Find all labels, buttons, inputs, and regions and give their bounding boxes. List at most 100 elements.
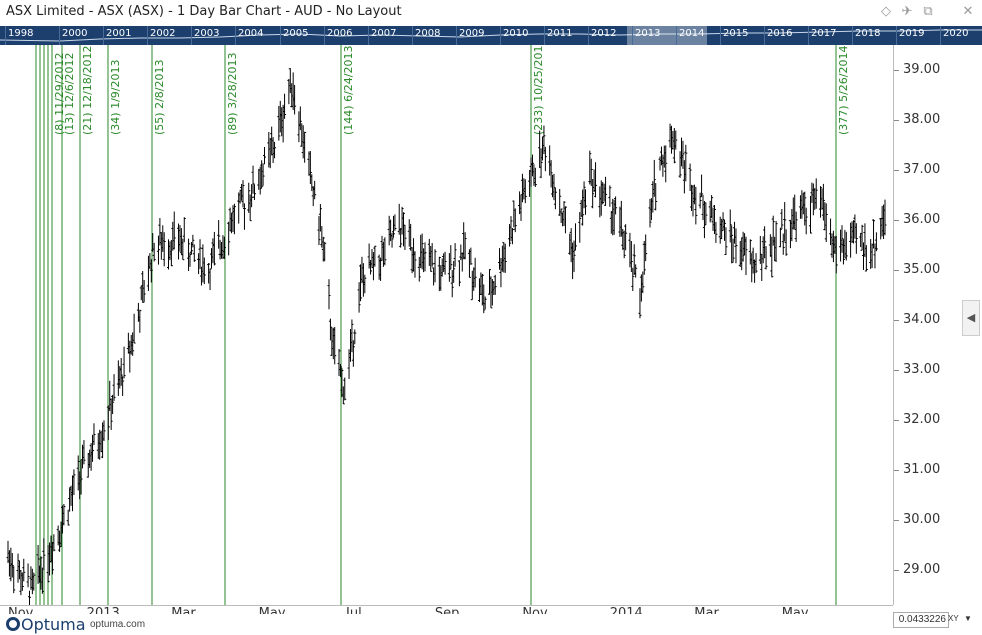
ohlc-bar — [632, 244, 636, 275]
price-tick-mark — [894, 420, 899, 421]
overview-year-label[interactable]: 2002 — [150, 28, 176, 39]
fib-time-label: (13) 12/6/2012 — [63, 53, 76, 135]
ohlc-bar — [714, 221, 718, 243]
fib-time-label: (144) 6/24/2013 — [342, 46, 355, 135]
ohlc-bar — [42, 538, 46, 571]
ohlc-bar — [513, 208, 517, 233]
overview-year-label[interactable]: 1998 — [8, 28, 34, 39]
panel-collapse-arrow-icon[interactable]: ◀ — [962, 300, 980, 336]
ohlc-bar — [251, 165, 255, 194]
ohlc-bar — [327, 279, 331, 310]
overview-year-label[interactable]: 2017 — [811, 28, 837, 39]
ohlc-bar — [804, 207, 808, 235]
ohlc-bar — [622, 230, 626, 259]
price-tick-label: 32.00 — [903, 412, 941, 427]
overview-year-label[interactable]: 2008 — [415, 28, 441, 39]
ohlc-bar — [840, 225, 844, 253]
ohlc-bar — [553, 187, 557, 210]
overview-year-label[interactable]: 2014 — [679, 28, 705, 39]
ohlc-bar — [641, 271, 645, 294]
ohlc-bar — [188, 252, 192, 267]
ohlc-bar — [864, 245, 868, 272]
overview-year-label[interactable]: 2007 — [371, 28, 397, 39]
overview-year-label[interactable]: 2018 — [855, 28, 881, 39]
overview-selection-window[interactable] — [627, 26, 707, 45]
overview-year-label[interactable]: 2000 — [62, 28, 88, 39]
ohlc-bar — [582, 181, 586, 209]
ohlc-bar — [32, 572, 36, 591]
close-icon[interactable]: ✕ — [962, 4, 974, 19]
ohlc-bar — [317, 216, 321, 246]
ohlc-bar — [131, 332, 135, 356]
ohlc-bar — [644, 234, 648, 262]
ohlc-bar — [429, 245, 433, 272]
ohlc-bar — [247, 182, 251, 213]
overview-year-label[interactable]: 2015 — [723, 28, 749, 39]
overview-year-divider — [191, 26, 192, 45]
ohlc-bar — [112, 374, 116, 401]
ohlc-bar — [156, 235, 160, 265]
ohlc-bar — [192, 244, 196, 263]
ohlc-bar — [217, 220, 221, 249]
ohlc-bar — [573, 223, 577, 251]
ohlc-bar — [724, 227, 728, 256]
ohlc-bar — [783, 202, 787, 242]
ohlc-bar — [273, 141, 277, 159]
overview-year-divider — [5, 26, 6, 45]
overview-year-label[interactable]: 2013 — [635, 28, 661, 39]
overview-year-divider — [147, 26, 148, 45]
overview-year-divider — [852, 26, 853, 45]
overview-year-divider — [103, 26, 104, 45]
overview-year-divider — [456, 26, 457, 45]
overview-year-label[interactable]: 2019 — [899, 28, 925, 39]
price-chart[interactable]: (8) 11/29/2012(13) 12/6/2012 (21) 12/18/2… — [0, 45, 893, 605]
ohlc-bar — [563, 206, 567, 234]
ohlc-bar — [36, 545, 40, 584]
restore-icon[interactable]: ⧉ — [923, 4, 933, 19]
ohlc-bar — [258, 166, 262, 195]
ohlc-bar — [46, 545, 50, 583]
ohlc-bar — [417, 256, 421, 282]
ohlc-bar — [482, 284, 486, 314]
overview-year-divider — [544, 26, 545, 45]
ohlc-bar — [423, 242, 427, 272]
optuma-site-link[interactable]: optuma.com — [90, 619, 146, 630]
pin-diamond-icon[interactable]: ◇ — [881, 4, 891, 19]
overview-year-label[interactable]: 2009 — [459, 28, 485, 39]
overview-year-label[interactable]: 2020 — [943, 28, 969, 39]
ohlc-bar — [780, 209, 784, 229]
xy-mode-button[interactable]: XY — [948, 614, 959, 623]
overview-year-divider — [324, 26, 325, 45]
ohlc-bar — [631, 267, 635, 292]
fib-time-label: (8) 11/29/2012 — [53, 53, 66, 135]
ohlc-bar — [338, 363, 342, 378]
overview-year-label[interactable]: 2011 — [547, 28, 573, 39]
ohlc-bar — [102, 420, 106, 442]
price-tick-mark — [894, 370, 899, 371]
overview-year-label[interactable]: 2001 — [106, 28, 132, 39]
ohlc-bar — [708, 200, 712, 223]
ohlc-bar — [449, 245, 453, 270]
ohlc-bar — [578, 212, 582, 243]
overview-year-label[interactable]: 2004 — [238, 28, 264, 39]
ohlc-bar — [373, 245, 377, 267]
ohlc-bar — [523, 179, 527, 204]
ohlc-bar — [542, 125, 546, 155]
overview-year-label[interactable]: 2016 — [767, 28, 793, 39]
overview-year-label[interactable]: 2006 — [327, 28, 353, 39]
overview-year-label[interactable]: 2005 — [283, 28, 309, 39]
ohlc-bar — [487, 269, 491, 295]
overview-year-label[interactable]: 2010 — [503, 28, 529, 39]
price-tick-label: 36.00 — [903, 212, 941, 227]
overview-year-label[interactable]: 2003 — [194, 28, 220, 39]
ohlc-bar — [400, 206, 404, 235]
price-tick-mark — [894, 570, 899, 571]
overview-year-label[interactable]: 2012 — [591, 28, 617, 39]
undock-icon[interactable]: ✈ — [901, 4, 913, 19]
xy-dropdown-arrow-icon[interactable]: ▼ — [964, 614, 972, 623]
ohlc-bar — [450, 270, 454, 298]
ohlc-bar — [308, 151, 312, 185]
fib-time-label: (34) 1/9/2013 — [109, 60, 122, 135]
overview-navigator[interactable]: 1998 2000 2001 2002 2003 2004 2005 2006 2007 2008… — [0, 26, 982, 45]
ohlc-bar — [730, 225, 734, 264]
